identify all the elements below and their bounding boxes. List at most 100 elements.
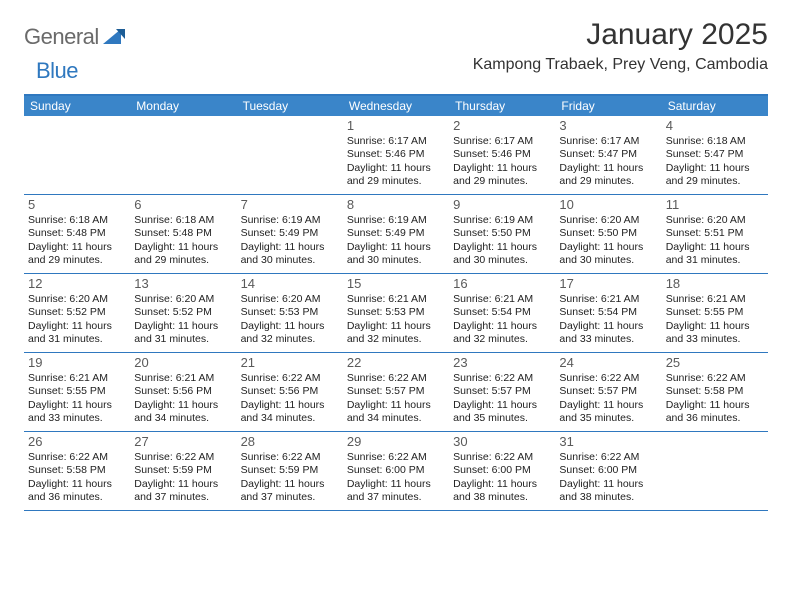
daylight-line-1: Daylight: 11 hours [347,399,445,412]
sunset-line: Sunset: 5:59 PM [241,464,339,477]
day-number: 15 [347,276,445,292]
daylight-line-1: Daylight: 11 hours [347,320,445,333]
daylight-line-1: Daylight: 11 hours [559,241,657,254]
sunset-line: Sunset: 6:00 PM [453,464,551,477]
sunset-line: Sunset: 5:51 PM [666,227,764,240]
sunrise-line: Sunrise: 6:18 AM [134,214,232,227]
sunrise-line: Sunrise: 6:20 AM [134,293,232,306]
day-number: 17 [559,276,657,292]
daylight-line-2: and 29 minutes. [559,175,657,188]
week-row: 19Sunrise: 6:21 AMSunset: 5:55 PMDayligh… [24,353,768,432]
sunrise-line: Sunrise: 6:22 AM [559,372,657,385]
daylight-line-2: and 31 minutes. [666,254,764,267]
daylight-line-1: Daylight: 11 hours [28,320,126,333]
daylight-line-2: and 31 minutes. [28,333,126,346]
day-number: 31 [559,434,657,450]
day-number: 6 [134,197,232,213]
daylight-line-2: and 33 minutes. [28,412,126,425]
day-number: 5 [28,197,126,213]
day-number: 24 [559,355,657,371]
daylight-line-1: Daylight: 11 hours [347,241,445,254]
daylight-line-2: and 30 minutes. [347,254,445,267]
day-cell: 4Sunrise: 6:18 AMSunset: 5:47 PMDaylight… [662,116,768,194]
sunrise-line: Sunrise: 6:19 AM [347,214,445,227]
calendar-page: General January 2025 Kampong Trabaek, Pr… [0,0,792,521]
sunset-line: Sunset: 5:49 PM [241,227,339,240]
daylight-line-2: and 32 minutes. [453,333,551,346]
sunrise-line: Sunrise: 6:17 AM [453,135,551,148]
daylight-line-1: Daylight: 11 hours [241,399,339,412]
daylight-line-2: and 30 minutes. [241,254,339,267]
daylight-line-2: and 29 minutes. [347,175,445,188]
day-cell: 19Sunrise: 6:21 AMSunset: 5:55 PMDayligh… [24,353,130,431]
sunset-line: Sunset: 5:47 PM [559,148,657,161]
weekday-sat: Saturday [662,96,768,116]
day-cell [237,116,343,194]
sunset-line: Sunset: 5:46 PM [453,148,551,161]
sunrise-line: Sunrise: 6:21 AM [453,293,551,306]
day-number: 30 [453,434,551,450]
sunrise-line: Sunrise: 6:21 AM [134,372,232,385]
day-number: 16 [453,276,551,292]
sunset-line: Sunset: 5:48 PM [28,227,126,240]
sunrise-line: Sunrise: 6:20 AM [666,214,764,227]
daylight-line-1: Daylight: 11 hours [28,478,126,491]
day-number: 28 [241,434,339,450]
sunset-line: Sunset: 6:00 PM [559,464,657,477]
daylight-line-1: Daylight: 11 hours [559,162,657,175]
day-number: 21 [241,355,339,371]
daylight-line-1: Daylight: 11 hours [347,478,445,491]
sunset-line: Sunset: 5:47 PM [666,148,764,161]
day-number: 13 [134,276,232,292]
week-row: 5Sunrise: 6:18 AMSunset: 5:48 PMDaylight… [24,195,768,274]
daylight-line-1: Daylight: 11 hours [453,320,551,333]
sunset-line: Sunset: 5:58 PM [28,464,126,477]
sunrise-line: Sunrise: 6:20 AM [28,293,126,306]
day-number: 19 [28,355,126,371]
sunrise-line: Sunrise: 6:22 AM [28,451,126,464]
day-number: 7 [241,197,339,213]
daylight-line-1: Daylight: 11 hours [28,399,126,412]
weekday-sun: Sunday [24,96,130,116]
day-cell: 21Sunrise: 6:22 AMSunset: 5:56 PMDayligh… [237,353,343,431]
daylight-line-2: and 32 minutes. [241,333,339,346]
daylight-line-1: Daylight: 11 hours [453,478,551,491]
sunrise-line: Sunrise: 6:22 AM [347,451,445,464]
sunset-line: Sunset: 5:53 PM [347,306,445,319]
sunset-line: Sunset: 6:00 PM [347,464,445,477]
day-number: 18 [666,276,764,292]
weekday-tue: Tuesday [237,96,343,116]
day-number: 27 [134,434,232,450]
weekday-thu: Thursday [449,96,555,116]
sunset-line: Sunset: 5:57 PM [559,385,657,398]
sunset-line: Sunset: 5:48 PM [134,227,232,240]
sunrise-line: Sunrise: 6:21 AM [559,293,657,306]
day-cell: 20Sunrise: 6:21 AMSunset: 5:56 PMDayligh… [130,353,236,431]
daylight-line-2: and 34 minutes. [241,412,339,425]
calendar: Sunday Monday Tuesday Wednesday Thursday… [24,94,768,511]
daylight-line-2: and 29 minutes. [28,254,126,267]
daylight-line-2: and 33 minutes. [559,333,657,346]
daylight-line-2: and 38 minutes. [453,491,551,504]
day-cell: 10Sunrise: 6:20 AMSunset: 5:50 PMDayligh… [555,195,661,273]
sunrise-line: Sunrise: 6:19 AM [241,214,339,227]
day-number: 25 [666,355,764,371]
daylight-line-1: Daylight: 11 hours [559,478,657,491]
sunset-line: Sunset: 5:56 PM [134,385,232,398]
daylight-line-2: and 32 minutes. [347,333,445,346]
daylight-line-2: and 34 minutes. [347,412,445,425]
daylight-line-2: and 29 minutes. [453,175,551,188]
sunrise-line: Sunrise: 6:22 AM [453,372,551,385]
daylight-line-1: Daylight: 11 hours [666,162,764,175]
sunrise-line: Sunrise: 6:17 AM [559,135,657,148]
sunset-line: Sunset: 5:57 PM [347,385,445,398]
day-cell: 31Sunrise: 6:22 AMSunset: 6:00 PMDayligh… [555,432,661,510]
day-cell: 29Sunrise: 6:22 AMSunset: 6:00 PMDayligh… [343,432,449,510]
week-row: 26Sunrise: 6:22 AMSunset: 5:58 PMDayligh… [24,432,768,511]
day-cell: 14Sunrise: 6:20 AMSunset: 5:53 PMDayligh… [237,274,343,352]
sunrise-line: Sunrise: 6:22 AM [134,451,232,464]
daylight-line-2: and 37 minutes. [241,491,339,504]
daylight-line-2: and 30 minutes. [559,254,657,267]
day-number: 26 [28,434,126,450]
sunset-line: Sunset: 5:55 PM [666,306,764,319]
